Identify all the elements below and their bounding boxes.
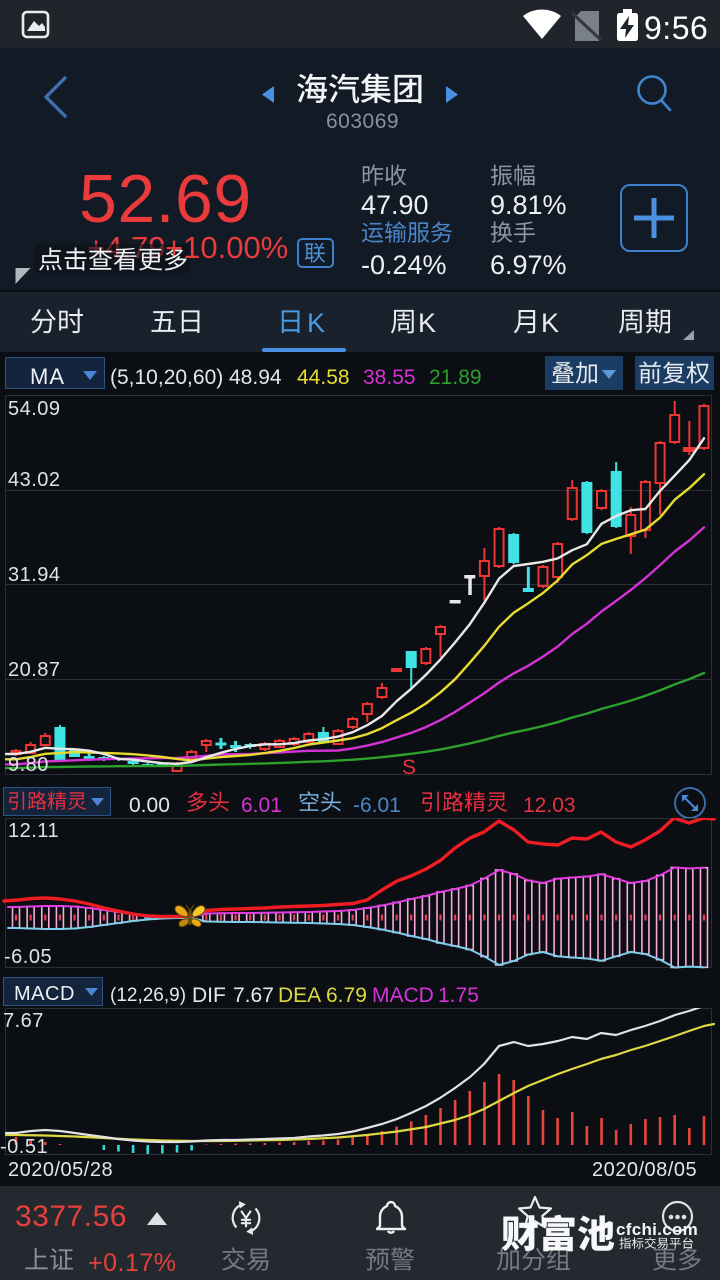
svg-text:S: S [402, 756, 416, 779]
